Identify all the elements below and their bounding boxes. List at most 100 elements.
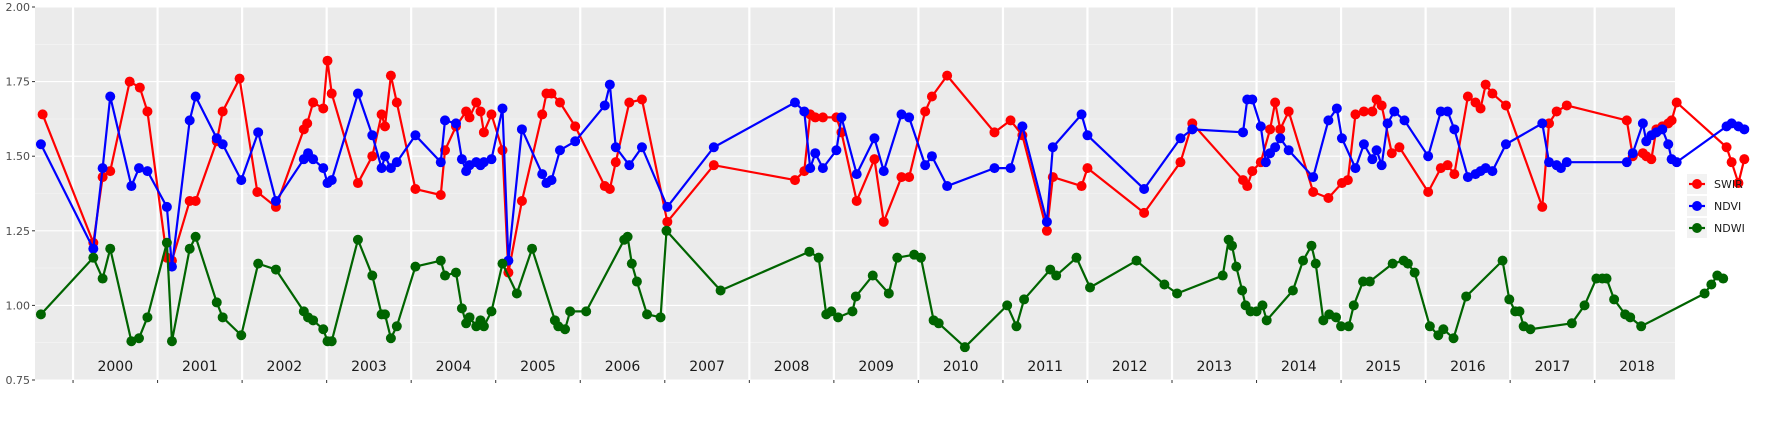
- data-point-ndvi: [1389, 106, 1400, 117]
- data-point-swir: [1500, 100, 1511, 111]
- data-point-ndvi: [554, 145, 565, 156]
- data-point-ndwi: [367, 270, 378, 281]
- data-point-ndwi: [826, 306, 837, 317]
- data-point-ndwi: [1402, 258, 1413, 269]
- data-point-ndwi: [642, 309, 653, 320]
- data-point-ndvi: [942, 181, 953, 192]
- data-point-ndvi: [537, 169, 548, 180]
- data-point-ndwi: [1159, 279, 1170, 290]
- data-point-swir: [810, 112, 821, 123]
- data-point-ndvi: [1275, 133, 1286, 144]
- data-point-ndvi: [708, 142, 719, 153]
- data-point-ndvi: [1637, 118, 1648, 129]
- data-point-ndwi: [166, 336, 177, 347]
- data-point-swir: [105, 166, 116, 177]
- data-point-ndvi: [516, 124, 527, 135]
- legend: SWIR NDVI NDWI: [1687, 174, 1745, 238]
- data-point-ndwi: [1636, 321, 1647, 332]
- data-point-swir: [1721, 142, 1732, 153]
- data-point-ndvi: [896, 109, 907, 120]
- data-point-ndvi: [920, 160, 931, 171]
- data-point-ndwi: [527, 243, 538, 254]
- data-point-ndwi: [1566, 318, 1577, 329]
- data-point-swir: [570, 121, 581, 132]
- axes: 0.75 1.00 1.25 1.50 1.75 2.00 2000 2001 2002 2003…: [6, 1, 1655, 387]
- data-point-ndwi: [804, 246, 815, 257]
- data-point-ndwi: [497, 258, 508, 269]
- year-label: 2007: [689, 359, 725, 375]
- data-point-ndwi: [915, 252, 926, 263]
- data-point-ndwi: [1051, 270, 1062, 281]
- data-point-ndwi: [1019, 294, 1030, 305]
- data-point-swir: [376, 109, 387, 120]
- data-point-ndwi: [565, 306, 576, 317]
- data-point-swir: [896, 172, 907, 183]
- data-point-ndvi: [1442, 106, 1453, 117]
- data-point-swir: [1475, 103, 1486, 114]
- data-point-swir: [1449, 169, 1460, 180]
- data-point-swir: [1423, 187, 1434, 198]
- data-point-ndvi: [1238, 127, 1249, 138]
- data-point-swir: [1247, 166, 1258, 177]
- data-point-ndwi: [655, 312, 666, 323]
- data-point-ndwi: [435, 255, 446, 266]
- data-point-swir: [851, 195, 862, 206]
- data-point-ndwi: [326, 336, 337, 347]
- data-point-swir: [435, 189, 446, 200]
- data-point-ndwi: [1131, 255, 1142, 266]
- data-point-ndwi: [450, 267, 461, 278]
- data-point-ndvi: [391, 157, 402, 168]
- data-point-ndwi: [190, 231, 201, 242]
- data-point-ndwi: [126, 336, 137, 347]
- data-point-ndvi: [805, 163, 816, 174]
- data-point-ndvi: [1500, 139, 1511, 150]
- data-point-swir: [322, 55, 333, 66]
- data-point-swir: [1376, 100, 1387, 111]
- data-point-ndwi: [1310, 258, 1321, 269]
- y-tick-label: 0.75: [6, 374, 31, 387]
- data-point-swir: [302, 118, 313, 129]
- data-point-ndvi: [318, 163, 329, 174]
- data-point-ndwi: [236, 330, 247, 341]
- data-point-swir: [636, 94, 647, 105]
- data-point-ndwi: [892, 252, 903, 263]
- data-point-swir: [1733, 178, 1744, 189]
- data-point-ndwi: [1364, 276, 1375, 287]
- data-point-swir: [37, 109, 48, 120]
- data-point-ndwi: [833, 312, 844, 323]
- data-point-ndvi: [97, 163, 108, 174]
- data-point-swir: [385, 70, 396, 81]
- data-point-ndwi: [1706, 279, 1717, 290]
- series-layer: [35, 55, 1750, 353]
- data-point-ndwi: [318, 324, 329, 335]
- data-point-swir: [1537, 201, 1548, 212]
- data-point-ndvi: [166, 261, 177, 272]
- data-point-swir: [1175, 157, 1186, 168]
- data-point-swir: [1283, 106, 1294, 117]
- data-point-swir: [1342, 175, 1353, 186]
- data-point-swir: [1367, 106, 1378, 117]
- data-point-ndvi: [926, 151, 937, 162]
- data-point-ndwi: [1699, 288, 1710, 299]
- data-point-ndvi: [1283, 145, 1294, 156]
- data-point-ndvi: [1350, 163, 1361, 174]
- data-point-swir: [878, 216, 889, 227]
- data-point-swir: [486, 109, 497, 120]
- data-point-ndwi: [1085, 282, 1096, 293]
- data-point-ndwi: [1348, 300, 1359, 311]
- data-point-ndvi: [379, 151, 390, 162]
- data-point-ndwi: [1409, 267, 1420, 278]
- data-point-ndwi: [1497, 255, 1508, 266]
- data-point-swir: [920, 106, 931, 117]
- data-point-ndwi: [1261, 315, 1272, 326]
- legend-label-ndvi: NDVI: [1714, 200, 1741, 213]
- year-label: 2010: [943, 359, 979, 375]
- year-label: 2002: [267, 359, 303, 375]
- data-point-swir: [942, 70, 953, 81]
- data-point-ndvi: [486, 154, 497, 165]
- data-point-ndwi: [211, 297, 222, 308]
- data-point-ndwi: [883, 288, 894, 299]
- data-point-swir: [478, 127, 489, 138]
- legend-label-swir: SWIR: [1714, 178, 1743, 191]
- data-point-ndvi: [1358, 139, 1369, 150]
